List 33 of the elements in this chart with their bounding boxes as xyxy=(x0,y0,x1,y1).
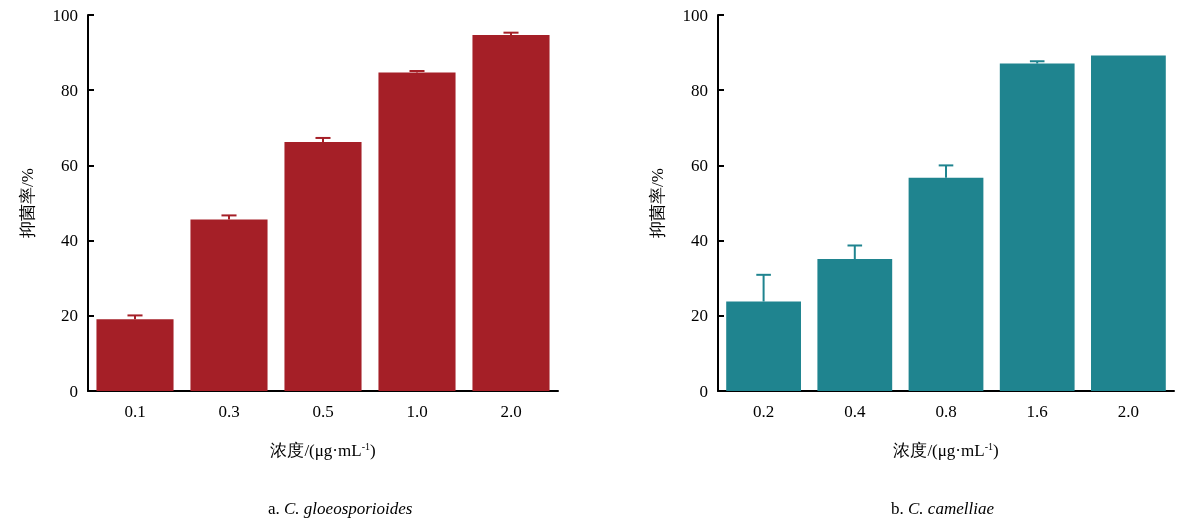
y-tick-label: 80 xyxy=(61,80,78,100)
y-tick-label: 100 xyxy=(52,5,78,25)
y-tick-label: 60 xyxy=(61,155,78,175)
bar xyxy=(999,63,1075,391)
y-tick-label: 20 xyxy=(691,306,708,326)
text: a. C. gloeosporioides xyxy=(268,499,413,518)
x-tick-label: 0.4 xyxy=(844,402,866,421)
y-axis-title: 抑菌率/% xyxy=(648,168,667,238)
y-tick-label: 0 xyxy=(69,381,78,401)
x-tick-label: 1.0 xyxy=(406,402,428,421)
x-tick-label: 0.2 xyxy=(752,402,775,421)
bar xyxy=(96,319,174,391)
bar xyxy=(472,34,550,391)
bar xyxy=(284,142,362,391)
x-tick-label: 0.3 xyxy=(218,402,240,421)
y-tick-label: 100 xyxy=(682,5,708,25)
bar xyxy=(1091,55,1166,391)
x-tick-label: 2.0 xyxy=(500,402,522,421)
y-tick-label: 20 xyxy=(61,306,78,326)
x-tick-label: 1.6 xyxy=(1026,402,1048,421)
y-tick-label: 80 xyxy=(691,80,708,100)
y-tick-label: 40 xyxy=(61,231,78,251)
bar xyxy=(190,219,268,391)
y-axis-title: 抑菌率/% xyxy=(18,168,37,238)
x-tick-label: 2.0 xyxy=(1117,402,1140,421)
x-tick-label: 0.8 xyxy=(935,402,957,421)
x-tick-label: 0.1 xyxy=(124,402,146,421)
y-tick-label: 40 xyxy=(691,231,708,251)
y-tick-label: 60 xyxy=(691,155,708,175)
text: b. C. camelliae xyxy=(891,499,995,518)
bar xyxy=(378,72,456,391)
x-tick-label: 0.5 xyxy=(312,402,334,421)
y-tick-label: 0 xyxy=(699,381,708,401)
